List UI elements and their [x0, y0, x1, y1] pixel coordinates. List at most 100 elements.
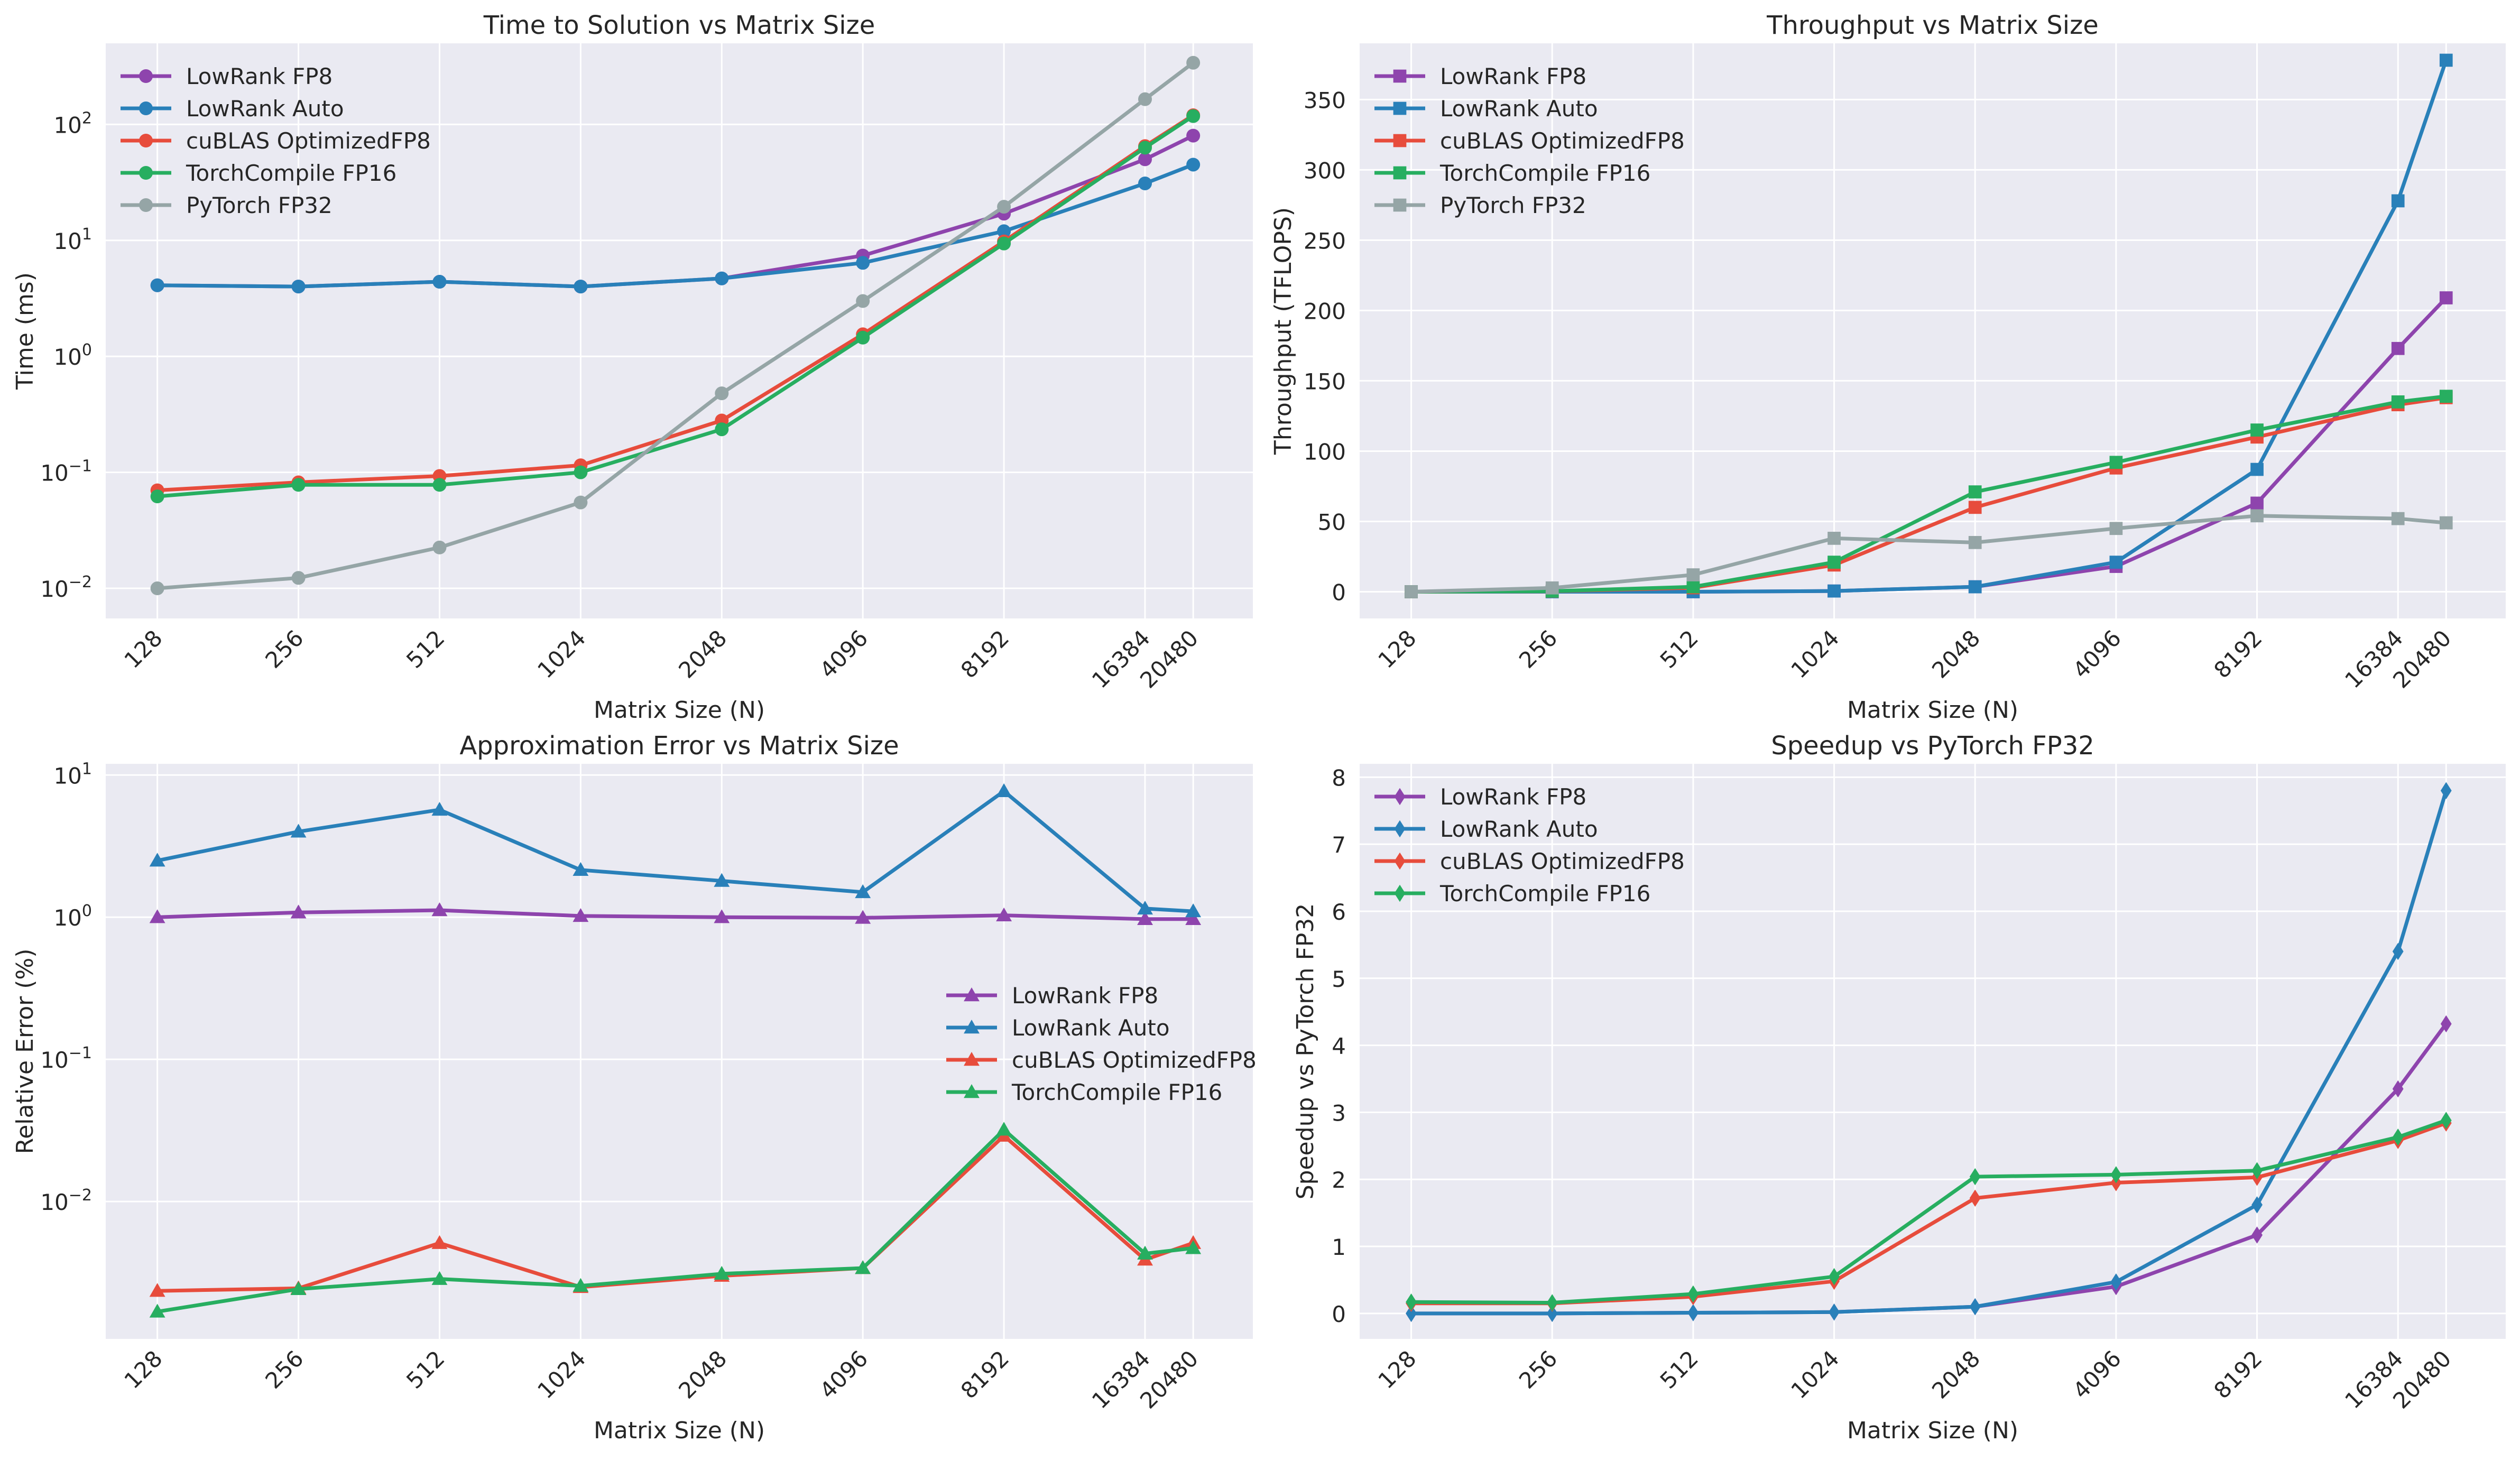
time-point-torchcompile-fp16: [432, 478, 447, 492]
error-legend-item: cuBLAS OptimizedFP8: [946, 1047, 1257, 1073]
time-point-pytorch-fp32: [715, 386, 729, 401]
throughput-y-tick-label: 0: [1332, 579, 1346, 605]
time-point-lowrank-auto: [715, 271, 729, 285]
throughput-y-tick-label: 150: [1304, 368, 1346, 394]
throughput-point-cublas-optimizedfp8: [1968, 501, 1982, 514]
error-point-torchcompile-fp16: [996, 1122, 1012, 1136]
speedup-legend-marker: [1394, 788, 1406, 806]
speedup-legend-label: cuBLAS OptimizedFP8: [1440, 848, 1685, 874]
speedup-point-lowrank-fp8: [2392, 1080, 2404, 1098]
error-legend: LowRank FP8 LowRank Auto cuBLAS OptimizedF…: [946, 983, 1257, 1105]
error-y-tick-label: 100: [53, 902, 92, 931]
error-legend-marker: [964, 987, 980, 1002]
speedup-point-lowrank-auto: [2392, 942, 2404, 960]
time-legend-marker: [139, 198, 153, 212]
speedup-point-torchcompile-fp16: [1829, 1268, 1840, 1286]
error-legend-label: TorchCompile FP16: [1011, 1079, 1222, 1105]
speedup-plot-area: [1360, 764, 2506, 1339]
time-point-lowrank-fp8: [1138, 152, 1152, 167]
time-point-lowrank-auto: [856, 256, 870, 270]
speedup-y-tick-label: 1: [1332, 1234, 1346, 1260]
error-point-lowrank-fp8: [1137, 911, 1153, 925]
speedup-point-torchcompile-fp16: [1406, 1293, 1417, 1311]
speedup-y-tick-label: 5: [1332, 966, 1346, 992]
time-point-torchcompile-fp16: [997, 236, 1011, 251]
time-y-tick-exponent: 1: [82, 225, 92, 244]
throughput-y-axis-label: Throughput (TFLOPS): [1270, 207, 1297, 455]
error-legend-label: LowRank Auto: [1012, 1015, 1170, 1041]
time-y-tick-base: 10: [53, 112, 81, 138]
error-point-lowrank-fp8: [149, 909, 165, 923]
error-y-tick-label: 10−2: [40, 1186, 92, 1215]
time-point-pytorch-fp32: [150, 581, 164, 596]
time-legend-item: LowRank Auto: [121, 96, 344, 122]
speedup-point-lowrank-auto: [2251, 1196, 2263, 1214]
throughput-point-torchcompile-fp16: [2250, 423, 2264, 437]
error-point-lowrank-auto: [149, 853, 165, 867]
error-y-tick-base: 10: [53, 905, 81, 931]
error-point-lowrank-fp8: [431, 902, 448, 917]
time-point-pytorch-fp32: [574, 495, 588, 510]
throughput-point-lowrank-auto: [1827, 584, 1841, 598]
time-chart-title: Time to Solution vs Matrix Size: [483, 11, 875, 40]
throughput-point-pytorch-fp32: [1545, 581, 1559, 595]
throughput-legend-item: TorchCompile FP16: [1374, 160, 1650, 186]
speedup-legend-item: LowRank Auto: [1374, 816, 1598, 842]
speedup-point-cublas-optimizedfp8: [1969, 1189, 1981, 1207]
speedup-point-torchcompile-fp16: [2110, 1166, 2122, 1183]
time-point-pytorch-fp32: [856, 294, 870, 308]
speedup-legend-label: LowRank FP8: [1440, 784, 1586, 810]
time-legend: LowRank FP8 LowRank Auto cuBLAS OptimizedF…: [121, 63, 431, 218]
time-legend-item: PyTorch FP32: [121, 192, 333, 218]
time-point-torchcompile-fp16: [150, 489, 164, 504]
speedup-y-tick-label: 4: [1332, 1033, 1346, 1059]
time-point-lowrank-auto: [1186, 158, 1201, 172]
time-legend-marker: [139, 69, 153, 83]
time-legend-item: TorchCompile FP16: [121, 160, 396, 186]
time-y-axis-label: Time (ms): [12, 272, 39, 390]
time-point-torchcompile-fp16: [1186, 109, 1201, 123]
error-y-tick-exponent: −1: [69, 1044, 92, 1062]
speedup-x-axis-label: Matrix Size (N): [1847, 1417, 2018, 1444]
time-x-axis-label: Matrix Size (N): [594, 697, 765, 724]
throughput-legend-label: cuBLAS OptimizedFP8: [1440, 128, 1685, 154]
throughput-point-lowrank-auto: [2391, 194, 2405, 208]
speedup-legend-label: LowRank Auto: [1440, 816, 1598, 842]
throughput-point-pytorch-fp32: [2391, 512, 2405, 525]
time-plot-area: [106, 43, 1253, 618]
throughput-point-pytorch-fp32: [1968, 536, 1982, 549]
error-x-axis-label: Matrix Size (N): [594, 1417, 765, 1444]
time-y-tick-label: 100: [53, 341, 92, 370]
error-point-lowrank-auto: [573, 862, 589, 876]
error-y-axis-label: Relative Error (%): [12, 949, 39, 1154]
time-y-tick-base: 10: [53, 228, 81, 254]
speedup-y-tick-label: 6: [1332, 899, 1346, 925]
speedup-point-lowrank-auto: [2110, 1273, 2122, 1291]
speedup-legend-label: TorchCompile FP16: [1439, 881, 1650, 907]
speedup-point-lowrank-auto: [2440, 782, 2452, 799]
throughput-chart-title: Throughput vs Matrix Size: [1766, 11, 2099, 40]
speedup-y-tick-label: 0: [1332, 1301, 1346, 1327]
error-point-lowrank-auto: [714, 873, 730, 887]
speedup-chart-title: Speedup vs PyTorch FP32: [1771, 731, 2094, 761]
throughput-legend: LowRank FP8 LowRank Auto cuBLAS OptimizedF…: [1374, 63, 1685, 218]
time-y-tick-label: 102: [53, 109, 92, 138]
time-point-torchcompile-fp16: [715, 422, 729, 437]
throughput-point-torchcompile-fp16: [1686, 580, 1700, 594]
time-legend-label: TorchCompile FP16: [186, 160, 396, 186]
speedup-point-torchcompile-fp16: [1969, 1168, 1981, 1186]
error-legend-label: LowRank FP8: [1012, 983, 1158, 1009]
error-series-lowrank-fp8: [149, 902, 1202, 925]
throughput-point-pytorch-fp32: [1686, 568, 1700, 581]
time-y-tick-label: 101: [53, 225, 92, 254]
throughput-legend-item: LowRank Auto: [1374, 96, 1598, 122]
error-point-lowrank-fp8: [855, 910, 871, 924]
throughput-point-lowrank-auto: [2439, 53, 2453, 67]
error-y-tick-exponent: −2: [69, 1186, 92, 1205]
throughput-point-torchcompile-fp16: [2391, 395, 2405, 409]
speedup-legend-item: LowRank FP8: [1374, 784, 1586, 810]
time-point-torchcompile-fp16: [1138, 141, 1152, 155]
time-to-solution-panel: Time to Solution vs Matrix Size Matrix S…: [12, 11, 1253, 724]
throughput-legend-item: cuBLAS OptimizedFP8: [1374, 128, 1685, 154]
